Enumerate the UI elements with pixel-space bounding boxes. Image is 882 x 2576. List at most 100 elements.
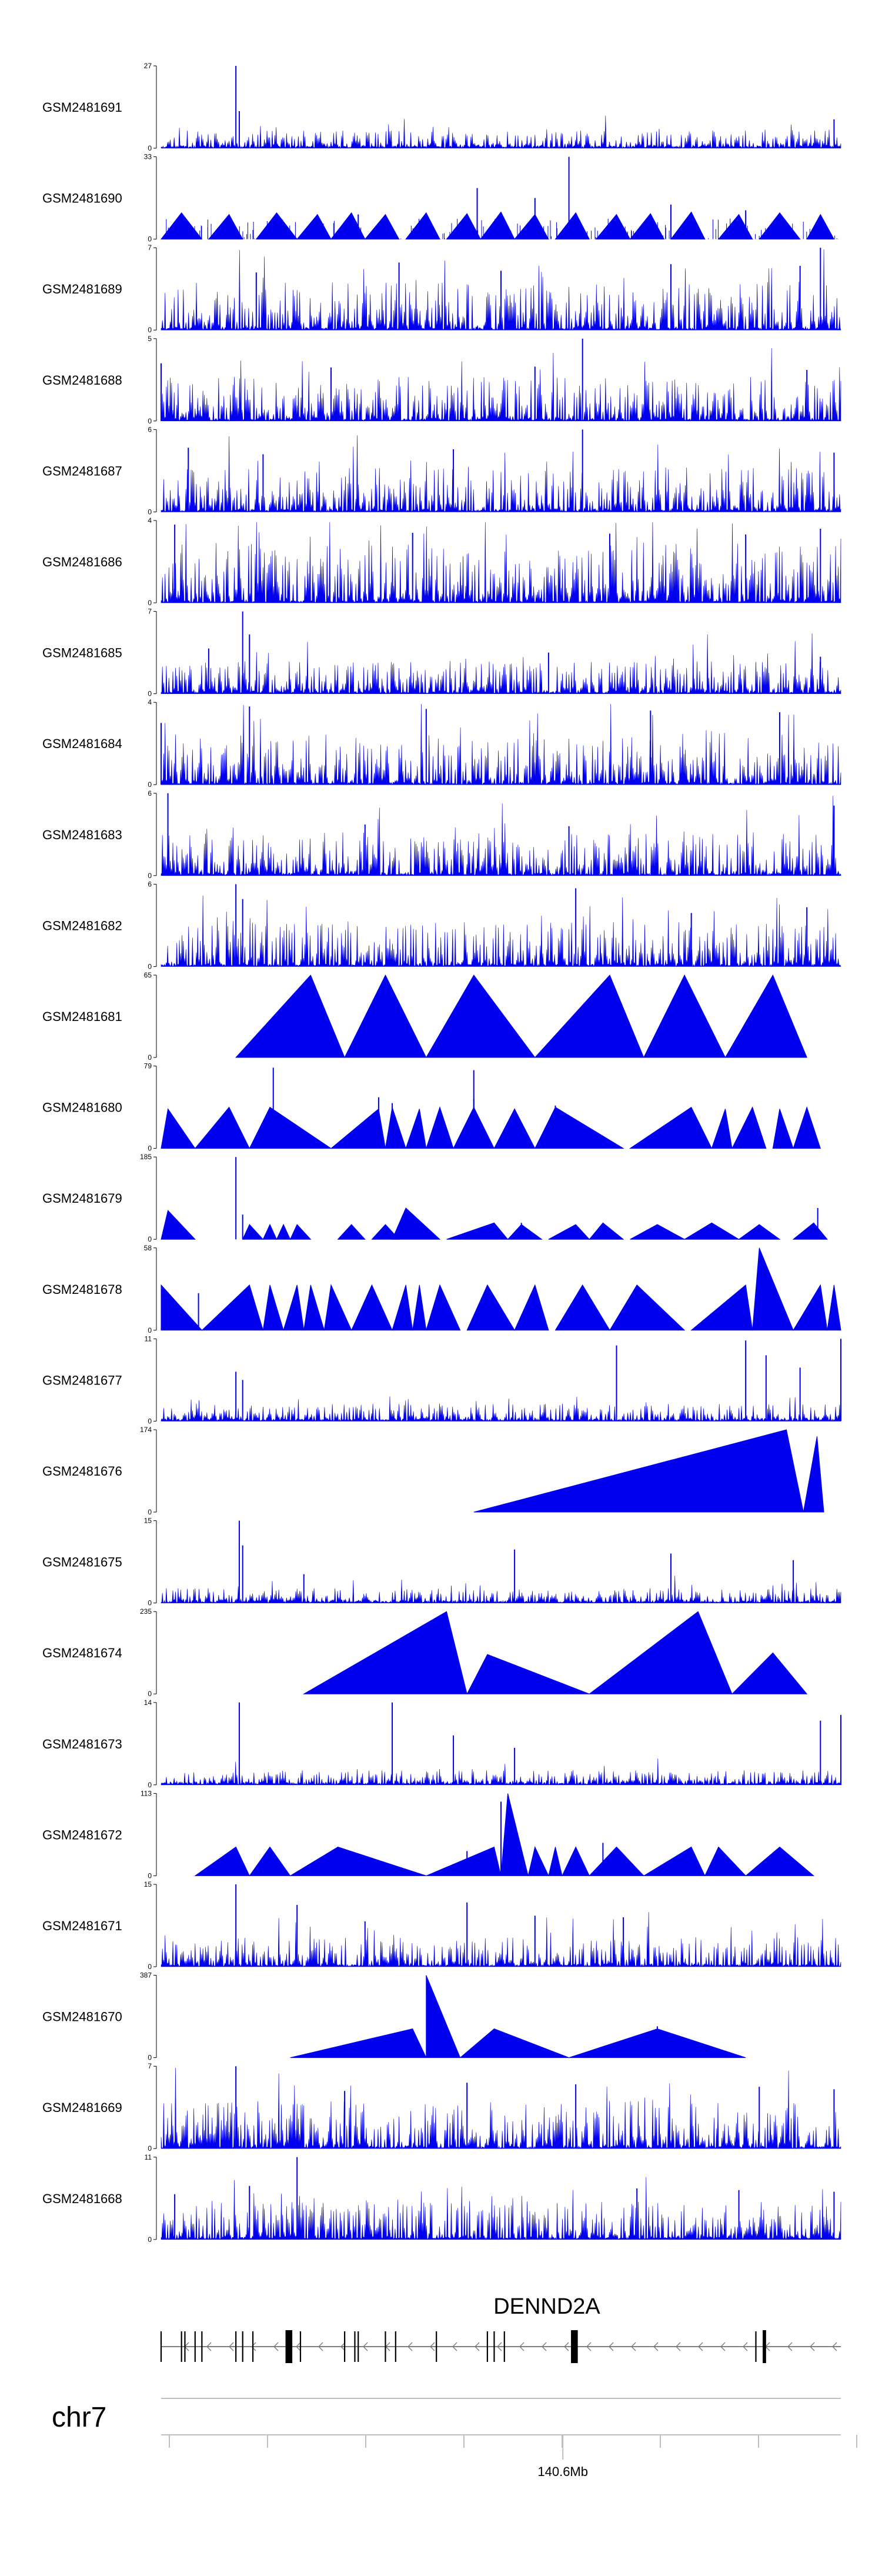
- signal-peak: [405, 1109, 427, 1149]
- signal-peak: [161, 1210, 196, 1240]
- y-tick-label-min: 0: [148, 235, 152, 243]
- strand-arrow: [340, 2342, 346, 2351]
- signal-peak: [803, 1436, 824, 1513]
- track-GSM2481680: GSM2481680 79 0: [42, 1062, 821, 1153]
- signal-peak: [235, 975, 345, 1058]
- track-label: GSM2481680: [42, 1100, 122, 1115]
- signal-peak: [507, 1224, 543, 1240]
- y-tick-label-min: 0: [148, 2235, 152, 2244]
- y-tick-label-max: 6: [148, 880, 152, 888]
- y-tick-label-max: 11: [145, 2153, 152, 2161]
- signal-peak: [514, 1284, 549, 1331]
- track-label: GSM2481682: [42, 918, 122, 933]
- track-GSM2481674: GSM2481674 235 0: [42, 1607, 808, 1698]
- signal-peak: [426, 1284, 461, 1331]
- signal-peak: [446, 213, 482, 240]
- signal-area: [161, 1912, 841, 1968]
- signal-peak: [344, 974, 427, 1058]
- strand-arrow: [787, 2342, 793, 2351]
- track-label: GSM2481687: [42, 463, 122, 478]
- y-tick-label-max: 7: [148, 608, 152, 616]
- track-label: GSM2481688: [42, 373, 122, 388]
- signal-peak: [793, 1106, 821, 1149]
- signal-peak: [629, 213, 665, 240]
- y-tick-label-min: 0: [148, 1326, 152, 1334]
- y-tick-label-min: 0: [148, 2144, 152, 2153]
- strand-arrow: [720, 2342, 726, 2351]
- signal-peak: [302, 1611, 467, 1694]
- track-label: GSM2481691: [42, 100, 122, 115]
- y-tick-label-min: 0: [148, 780, 152, 789]
- track-label: GSM2481678: [42, 1282, 122, 1297]
- y-tick-label-max: 27: [144, 62, 152, 70]
- signal-peak: [548, 1847, 563, 1876]
- signal-peak: [426, 1975, 461, 2058]
- signal-peak: [262, 1223, 278, 1240]
- strand-arrow: [251, 2342, 256, 2351]
- y-tick-label-max: 7: [148, 2062, 152, 2070]
- signal-peak: [534, 1106, 624, 1149]
- strand-arrow: [206, 2342, 212, 2351]
- y-tick-label-min: 0: [148, 1871, 152, 1880]
- signal-peak: [772, 1109, 794, 1149]
- y-tick-label-max: 7: [148, 243, 152, 252]
- signal-area: [161, 2067, 841, 2150]
- y-tick-label-max: 6: [148, 789, 152, 798]
- y-tick-label-min: 0: [148, 1781, 152, 1789]
- track-label: GSM2481669: [42, 2100, 122, 2115]
- track-label: GSM2481689: [42, 282, 122, 296]
- signal-area: [161, 348, 841, 422]
- signal-peak: [690, 1284, 753, 1331]
- signal-peak: [670, 211, 706, 240]
- signal-area: [161, 1576, 841, 1604]
- signal-peak: [405, 212, 440, 240]
- signal-area: [161, 633, 841, 695]
- strand-arrow: [810, 2342, 815, 2351]
- signal-peak: [792, 1222, 828, 1240]
- strand-arrow: [564, 2342, 569, 2351]
- signal-peak: [609, 1284, 686, 1331]
- genome-axis-track: chr7 140.6Mb: [52, 2398, 857, 2479]
- track-label: GSM2481685: [42, 646, 122, 660]
- y-tick-label-min: 0: [148, 1690, 152, 1698]
- y-tick-label-min: 0: [148, 326, 152, 334]
- strand-arrow: [519, 2342, 524, 2351]
- signal-area: [161, 895, 841, 967]
- signal-peak: [480, 211, 515, 240]
- signal-peak: [371, 1224, 400, 1240]
- strand-arrow: [698, 2342, 703, 2351]
- y-tick-label-min: 0: [148, 1235, 152, 1243]
- track-label: GSM2481677: [42, 1373, 122, 1387]
- signal-peak: [426, 1106, 454, 1149]
- signal-peak: [514, 213, 549, 240]
- strand-arrow: [430, 2342, 435, 2351]
- y-tick-label-max: 113: [141, 1789, 152, 1797]
- track-GSM2481678: GSM2481678 58 0: [42, 1244, 841, 1334]
- signal-peak: [683, 1222, 740, 1240]
- signal-peak: [534, 975, 644, 1058]
- y-tick-label-max: 185: [140, 1153, 152, 1161]
- strand-arrow: [832, 2342, 837, 2351]
- signal-peak: [466, 1654, 590, 1694]
- track-GSM2481670: GSM2481670 387 0: [42, 1971, 746, 2062]
- exon-block: [571, 2330, 578, 2363]
- track-GSM2481684: GSM2481684 4 0: [42, 698, 841, 789]
- track-label: GSM2481681: [42, 1009, 122, 1024]
- y-tick-label-max: 235: [140, 1607, 152, 1616]
- signal-peak: [731, 1652, 808, 1694]
- y-tick-label-min: 0: [148, 1508, 152, 1516]
- signal-peak: [643, 1846, 706, 1876]
- track-label: GSM2481679: [42, 1191, 122, 1206]
- signal-area: [161, 796, 841, 876]
- track-GSM2481675: GSM2481675 15 0: [42, 1517, 841, 1607]
- signal-peak: [350, 1284, 393, 1331]
- signal-peak: [548, 1224, 590, 1240]
- strand-arrow: [631, 2342, 636, 2351]
- signal-peak: [364, 213, 400, 240]
- y-tick-label-min: 0: [148, 1053, 152, 1062]
- signal-peak: [554, 1284, 610, 1331]
- track-GSM2481687: GSM2481687 6 0: [42, 425, 841, 516]
- strand-arrow: [475, 2342, 480, 2351]
- signal-peak: [201, 1284, 264, 1331]
- signal-peak: [283, 1284, 305, 1331]
